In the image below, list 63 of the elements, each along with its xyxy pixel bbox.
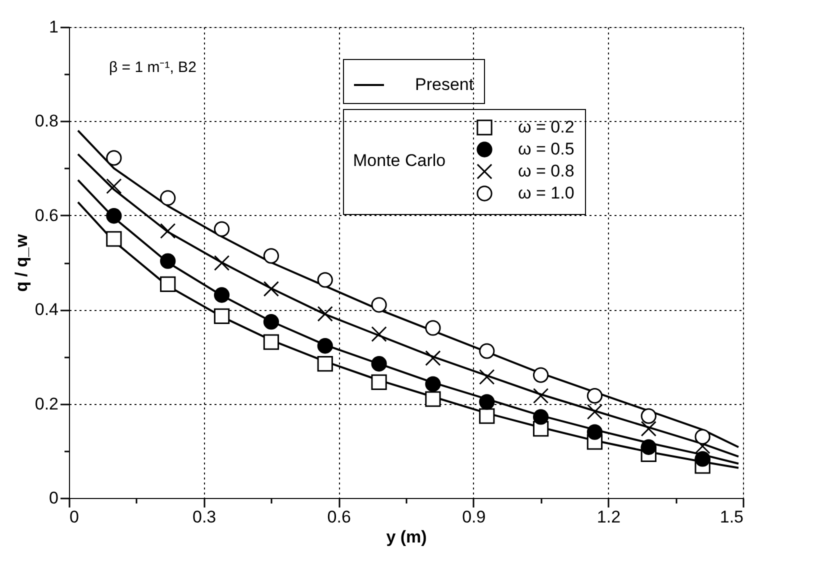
point xyxy=(106,150,122,166)
x-tick-label: 0.3 xyxy=(192,508,216,526)
point xyxy=(263,248,280,264)
y-tick-label: 0.4 xyxy=(34,300,58,320)
annotation: β = 1 m⁻¹, B2 xyxy=(109,59,196,76)
y-axis-title: q / q_w xyxy=(12,233,31,292)
point xyxy=(214,221,230,237)
point xyxy=(106,178,122,194)
point xyxy=(263,281,280,297)
point xyxy=(317,356,333,372)
point xyxy=(640,408,656,424)
x-tick-label: 1.2 xyxy=(596,508,621,526)
point xyxy=(214,287,230,303)
point xyxy=(586,424,603,440)
x-tick-label: 0.9 xyxy=(462,508,486,526)
point xyxy=(479,369,495,385)
point xyxy=(106,208,122,224)
point xyxy=(586,388,603,404)
point xyxy=(371,374,387,390)
y-tick-label: 0.2 xyxy=(34,394,58,414)
point xyxy=(371,356,387,372)
point xyxy=(160,190,176,206)
point xyxy=(479,394,495,410)
point xyxy=(214,308,230,324)
point xyxy=(371,326,387,342)
point xyxy=(479,343,495,359)
legend-label: ω = 0.5 xyxy=(518,140,574,158)
point xyxy=(106,231,122,247)
y-tick-label: 0.6 xyxy=(34,206,58,225)
y-tick-label: 1 xyxy=(49,18,58,36)
point xyxy=(160,276,176,292)
x-axis-title: y (m) xyxy=(386,528,427,546)
point xyxy=(694,438,710,454)
point xyxy=(317,306,333,322)
legend-title: Monte Carlo xyxy=(353,151,446,170)
point xyxy=(425,320,441,336)
point xyxy=(263,314,280,330)
point xyxy=(640,420,656,437)
y-tick-label: 0.8 xyxy=(34,112,58,131)
point xyxy=(532,367,549,383)
point xyxy=(425,391,441,407)
point xyxy=(532,409,549,425)
x-tick-label: 0.6 xyxy=(327,508,351,526)
point xyxy=(263,334,280,350)
point xyxy=(160,223,176,239)
y-tick-label: 0 xyxy=(49,488,58,508)
point xyxy=(640,439,656,455)
point xyxy=(425,376,441,392)
legend-label: ω = 1.0 xyxy=(518,184,574,202)
point xyxy=(479,408,495,424)
point xyxy=(371,297,387,313)
point xyxy=(425,350,441,366)
point xyxy=(586,404,603,420)
legend-label: ω = 0.8 xyxy=(518,162,574,180)
point xyxy=(317,338,333,354)
x-tick-label: 0 xyxy=(70,508,79,526)
point xyxy=(532,388,549,404)
x-tick-label: 1.5 xyxy=(720,508,744,526)
point xyxy=(694,451,710,467)
legend-label: Present xyxy=(415,75,474,94)
point xyxy=(160,253,176,269)
point xyxy=(214,255,230,271)
point xyxy=(317,272,333,288)
